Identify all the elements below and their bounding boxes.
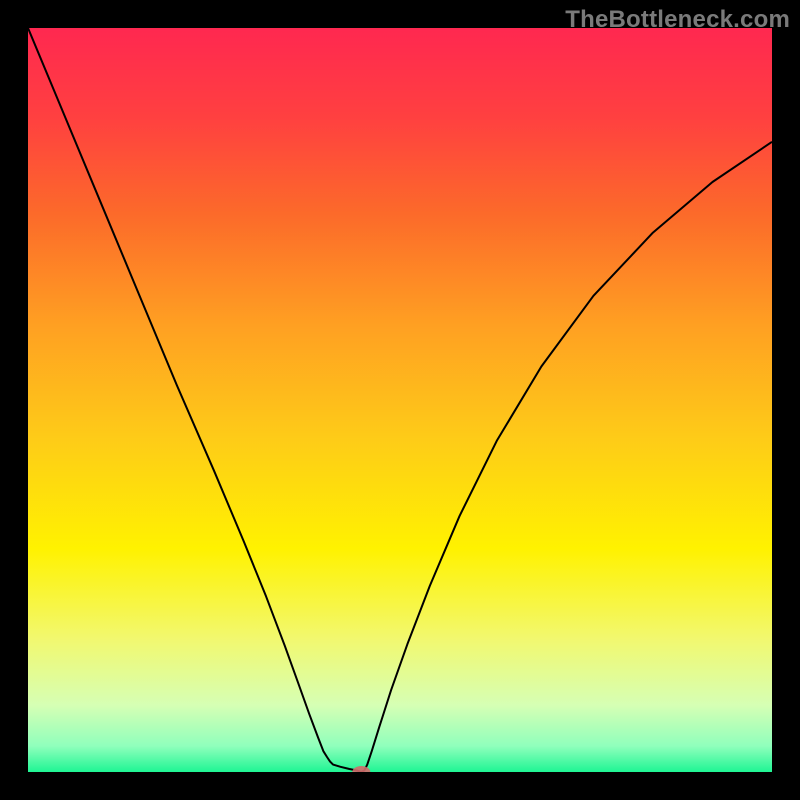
bottleneck-chart	[0, 0, 800, 800]
plot-background	[28, 28, 772, 772]
chart-container: TheBottleneck.com	[0, 0, 800, 800]
watermark-text: TheBottleneck.com	[565, 6, 790, 34]
